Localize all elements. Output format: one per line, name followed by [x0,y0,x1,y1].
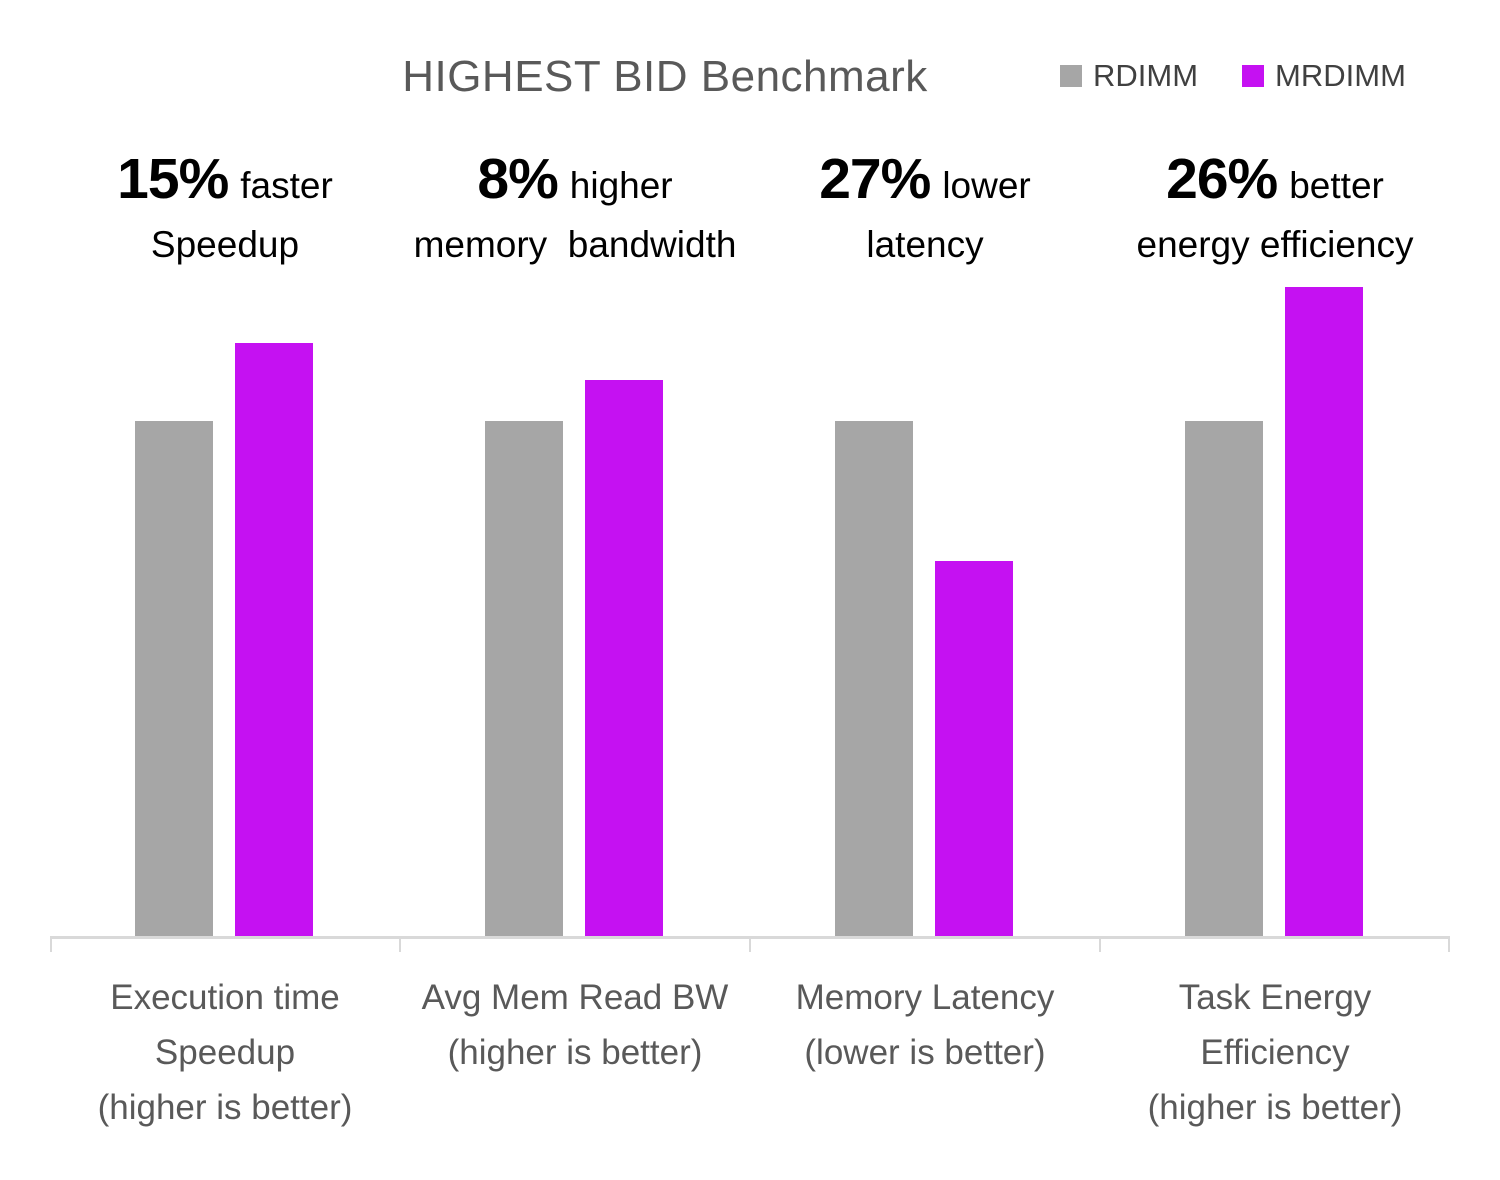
annotation-energy-efficiency: 26% better energy efficiency [1080,146,1470,266]
annotation-text-line2: memory bandwidth [413,224,737,265]
annotation-value: 26% [1166,147,1278,211]
annotation-latency: 27% lower latency [730,146,1120,266]
bar-mrdimm [1285,287,1363,938]
axis-tick [1099,936,1101,952]
legend-swatch-rdimm-icon [1060,65,1082,87]
legend-item-rdimm: RDIMM [1060,58,1198,94]
x-axis-label-line: (lower is better) [804,1033,1046,1072]
bar-mrdimm [585,380,663,938]
axis-tick [749,936,751,952]
legend-swatch-mrdimm-icon [1242,65,1265,87]
annotation-text: better [1289,165,1384,206]
bar-rdimm [135,421,213,938]
bar-group-mem-read-bw: 8% higher memory bandwidth Avg Mem Read B… [400,0,750,1180]
annotation-text: lower [942,165,1031,206]
bar-mrdimm [235,343,313,938]
bar-group-task-energy: 26% better energy efficiency Task Energy … [1100,0,1450,1180]
x-axis-label-line: (higher is better) [97,1088,353,1127]
x-axis-label-memory-latency: Memory Latency (lower is better) [735,970,1115,1080]
x-axis-label-execution-time: Execution time Speedup (higher is better… [35,970,415,1135]
x-axis-label-task-energy: Task Energy Efficiency (higher is better… [1085,970,1465,1135]
axis-tick [1448,936,1450,952]
chart-title: HIGHEST BID Benchmark [402,52,928,101]
x-axis-label-line: (higher is better) [1147,1088,1403,1127]
x-axis-label-line: Execution time [110,978,340,1017]
bar-rdimm [835,421,913,938]
annotation-value: 8% [477,147,558,211]
x-axis-label-line: Avg Mem Read BW [421,978,729,1017]
legend-label-rdimm: RDIMM [1093,58,1199,93]
x-axis-label-line: Task Energy [1178,978,1372,1017]
annotation-speedup: 15% faster Speedup [30,146,420,266]
x-axis-label-line: (higher is better) [447,1033,703,1072]
legend-item-mrdimm: MRDIMM [1242,58,1406,94]
annotation-text: faster [240,165,333,206]
bar-group-memory-latency: 27% lower latency Memory Latency (lower i… [750,0,1100,1180]
legend-label-mrdimm: MRDIMM [1275,58,1406,93]
legend: RDIMM MRDIMM [1060,58,1406,94]
bar-group-execution-time: 15% faster Speedup Execution time Speedup… [50,0,400,1180]
axis-tick [399,936,401,952]
x-axis-label-line: Efficiency [1200,1033,1350,1072]
annotation-value: 15% [117,147,229,211]
annotation-text: higher [569,165,673,206]
x-axis-label-line: Memory Latency [795,978,1055,1017]
bar-mrdimm [935,561,1013,938]
annotation-text-line2: energy efficiency [1136,224,1414,265]
bar-rdimm [485,421,563,938]
x-axis-label-mem-read-bw: Avg Mem Read BW (higher is better) [385,970,765,1080]
bar-rdimm [1185,421,1263,938]
annotation-bandwidth: 8% higher memory bandwidth [380,146,770,266]
annotation-value: 27% [819,147,931,211]
axis-tick [50,936,52,952]
annotation-text-line2: Speedup [150,224,300,265]
x-axis-label-line: Speedup [154,1033,296,1072]
annotation-text-line2: latency [866,224,984,265]
